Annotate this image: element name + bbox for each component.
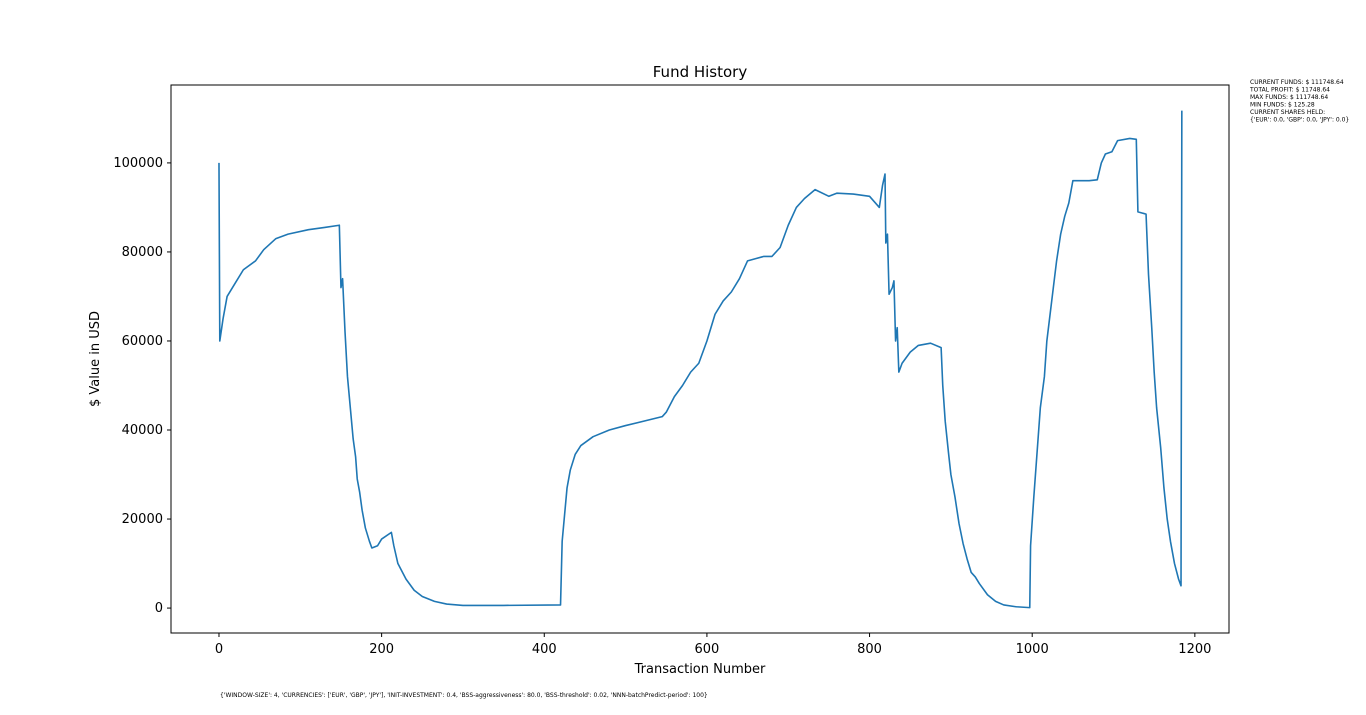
x-tick-label: 200 xyxy=(369,642,394,657)
annotation: TOTAL PROFIT: $ 11748.64 xyxy=(1249,87,1330,94)
annotation: MIN FUNDS: $ 125.28 xyxy=(1250,102,1315,109)
x-tick-label: 0 xyxy=(215,642,223,657)
x-tick-label: 600 xyxy=(694,642,719,657)
y-tick-label: 80000 xyxy=(122,245,163,260)
annotation: CURRENT FUNDS: $ 111748.64 xyxy=(1250,79,1344,86)
x-tick-label: 400 xyxy=(532,642,557,657)
annotation: {'EUR': 0.0, 'GBP': 0.0, 'JPY': 0.0} xyxy=(1250,117,1349,124)
y-tick-label: 60000 xyxy=(122,334,163,349)
annotation: CURRENT SHARES HELD: xyxy=(1250,109,1325,116)
y-axis-label: $ Value in USD xyxy=(88,311,103,407)
x-axis-label: Transaction Number xyxy=(634,662,766,677)
data-line xyxy=(218,110,1183,609)
x-tick-label: 1000 xyxy=(1016,642,1049,657)
footnote: {'WINDOW-SIZE': 4, 'CURRENCIES': ['EUR',… xyxy=(220,692,708,699)
y-tick-label: 0 xyxy=(155,601,163,616)
y-tick-label: 20000 xyxy=(122,512,163,527)
x-tick-label: 1200 xyxy=(1178,642,1211,657)
y-tick-label: 100000 xyxy=(113,156,163,171)
chart-title: Fund History xyxy=(653,63,748,81)
plot-frame xyxy=(170,84,1230,634)
x-tick-label: 800 xyxy=(857,642,882,657)
y-tick-label: 40000 xyxy=(122,423,163,438)
annotation: MAX FUNDS: $ 111748.64 xyxy=(1250,94,1328,101)
